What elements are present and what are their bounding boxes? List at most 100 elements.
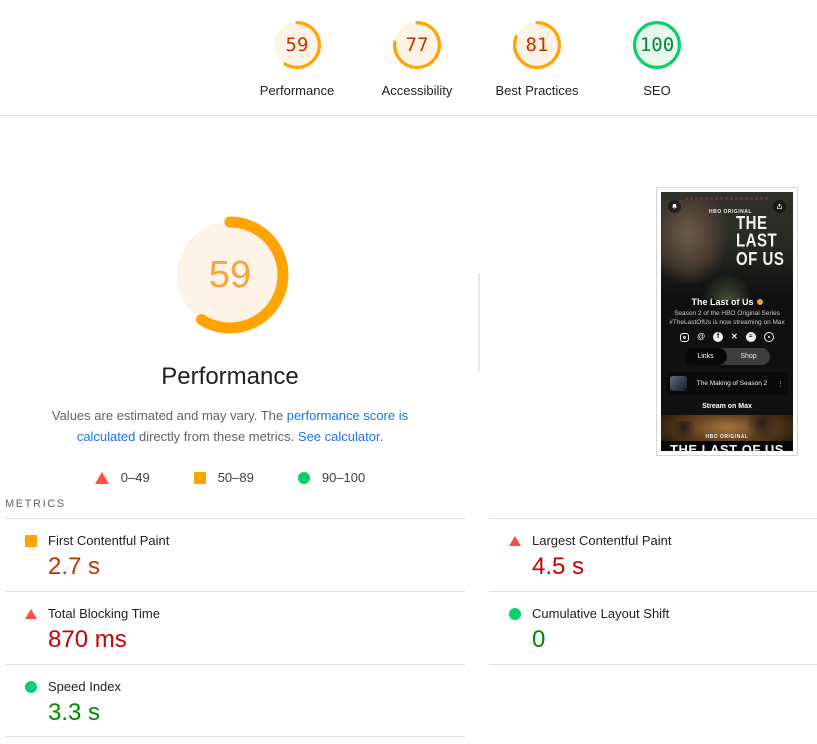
legend-average-range: 50–89 [217, 470, 254, 485]
hbo-original-logo-small: HBO ORIGINAL [705, 434, 749, 440]
best-practices-gauge: 81 [513, 21, 561, 69]
gauge-ring [273, 21, 321, 69]
score-legend: 0–49 50–89 90–100 [0, 470, 460, 485]
instagram-icon [680, 332, 690, 342]
making-of-thumbnail [670, 376, 687, 391]
category-best-practices[interactable]: 81 Best Practices [477, 21, 597, 98]
truncated-title-strip: THE LAST OF US [661, 441, 793, 451]
legend-fail: 0–49 [94, 470, 150, 485]
metrics-section: METRICS First Contentful Paint 2.7 s Lar… [0, 484, 817, 737]
performance-summary: 59 Performance Values are estimated and … [0, 116, 460, 485]
metric-name: Total Blocking Time [48, 606, 160, 621]
metric-value: 2.7 s [48, 553, 101, 580]
good-circle-icon [297, 471, 310, 484]
metric-value: 4.5 s [532, 553, 585, 580]
best-practices-score: 81 [525, 34, 549, 56]
desc-text: directly from these metrics. [135, 429, 298, 444]
metric-first-contentful-paint: First Contentful Paint 2.7 s [5, 518, 465, 591]
profile-name: The Last of Us [661, 297, 793, 307]
performance-label: Performance [259, 83, 335, 98]
metric-speed-index: Speed Index 3.3 s [5, 664, 465, 737]
spotify-icon: ≈ [745, 332, 756, 342]
metric-name: Largest Contentful Paint [532, 533, 672, 548]
legend-good: 90–100 [297, 470, 366, 485]
legend-average: 50–89 [193, 470, 254, 485]
share-icon [773, 200, 786, 213]
category-score-bar: 59 Performance 77 Accessibility [0, 0, 817, 116]
threads-icon: @ [697, 332, 706, 341]
seo-label: SEO [643, 83, 671, 98]
good-circle-icon [25, 680, 37, 693]
accessibility-score: 77 [405, 34, 429, 56]
fail-triangle-icon [509, 535, 521, 546]
stream-on-max-heading: Stream on Max [702, 403, 752, 410]
performance-description: Values are estimated and may vary. The p… [24, 405, 436, 447]
seo-gauge: 100 [633, 21, 681, 69]
gauge-ring [513, 21, 561, 69]
fail-triangle-icon [25, 608, 37, 619]
see-calculator-link[interactable]: See calculator. [297, 429, 384, 444]
category-seo[interactable]: 100 SEO [597, 21, 717, 98]
average-square-icon [25, 534, 37, 547]
metric-cumulative-layout-shift: Cumulative Layout Shift 0 [489, 591, 817, 664]
poster-scene-image [700, 274, 754, 300]
metric-value: 870 ms [48, 626, 127, 653]
good-circle-icon [509, 607, 521, 620]
social-icons-row: @ f ✕ ≈ [661, 332, 793, 342]
metric-name: First Contentful Paint [48, 533, 170, 548]
metric-name: Speed Index [48, 679, 122, 694]
legend-good-range: 90–100 [321, 470, 366, 485]
category-accessibility[interactable]: 77 Accessibility [357, 21, 477, 98]
bottom-title: THE LAST OF US [670, 442, 784, 451]
main-performance-score: 59 [208, 253, 252, 296]
making-of-title: The Making of Season 2 [696, 380, 768, 387]
profile-bio: Season 2 of the HBO Original Series #The… [669, 310, 785, 326]
making-of-link-card: The Making of Season 2 ⋮ [666, 372, 788, 395]
metric-value: 0 [532, 626, 546, 653]
performance-gauge: 59 [273, 21, 321, 69]
average-square-icon [193, 471, 206, 484]
kebab-menu-icon: ⋮ [777, 380, 784, 388]
vertical-divider [478, 273, 480, 371]
hbo-original-logo: HBO ORIGINAL [709, 209, 752, 215]
screenshot-content: HBO ORIGINAL THE LAST OF US The Last of … [661, 192, 793, 451]
awards-tagline [684, 197, 770, 200]
mushroom-emoji [756, 299, 763, 305]
metric-name: Cumulative Layout Shift [532, 606, 670, 621]
links-tab: Links [684, 348, 727, 365]
category-gauges: 59 Performance 77 Accessibility [237, 21, 717, 98]
bottom-scene-image: HBO ORIGINAL THE LAST OF US [661, 415, 793, 451]
bell-icon [668, 200, 681, 213]
shop-tab: Shop [740, 353, 757, 360]
page-screenshot-thumbnail: HBO ORIGINAL THE LAST OF US The Last of … [656, 187, 798, 456]
facebook-icon: f [713, 332, 724, 342]
seo-score: 100 [639, 34, 675, 56]
performance-score: 59 [285, 34, 309, 56]
gauge-ring [393, 21, 441, 69]
accessibility-gauge: 77 [393, 21, 441, 69]
performance-section-title: Performance [161, 363, 299, 390]
fail-triangle-icon [94, 471, 109, 484]
metrics-grid: First Contentful Paint 2.7 s Largest Con… [5, 518, 817, 737]
scene-figure-right [747, 415, 777, 441]
best-practices-label: Best Practices [495, 83, 579, 98]
hero-poster: HBO ORIGINAL THE LAST OF US [661, 192, 793, 300]
score-calculated-link[interactable]: performance score is calculated [76, 408, 409, 444]
category-performance[interactable]: 59 Performance [237, 21, 357, 98]
gauge-ring [171, 216, 289, 334]
metrics-section-title: METRICS [5, 498, 66, 510]
accessibility-label: Accessibility [381, 83, 453, 98]
metric-value: 3.3 s [48, 699, 101, 726]
links-shop-toggle: Links Shop [684, 348, 770, 365]
legend-fail-range: 0–49 [120, 470, 150, 485]
poster-face-image [661, 200, 729, 284]
poster-title: THE LAST OF US [736, 212, 785, 270]
metric-total-blocking-time: Total Blocking Time 870 ms [5, 591, 465, 664]
x-icon: ✕ [731, 332, 738, 341]
desc-text: Values are estimated and may vary. The [51, 408, 287, 423]
main-performance-gauge: 59 [170, 215, 290, 335]
gauge-ring [633, 21, 681, 69]
metric-empty-cell [489, 664, 817, 737]
metric-largest-contentful-paint: Largest Contentful Paint 4.5 s [489, 518, 817, 591]
